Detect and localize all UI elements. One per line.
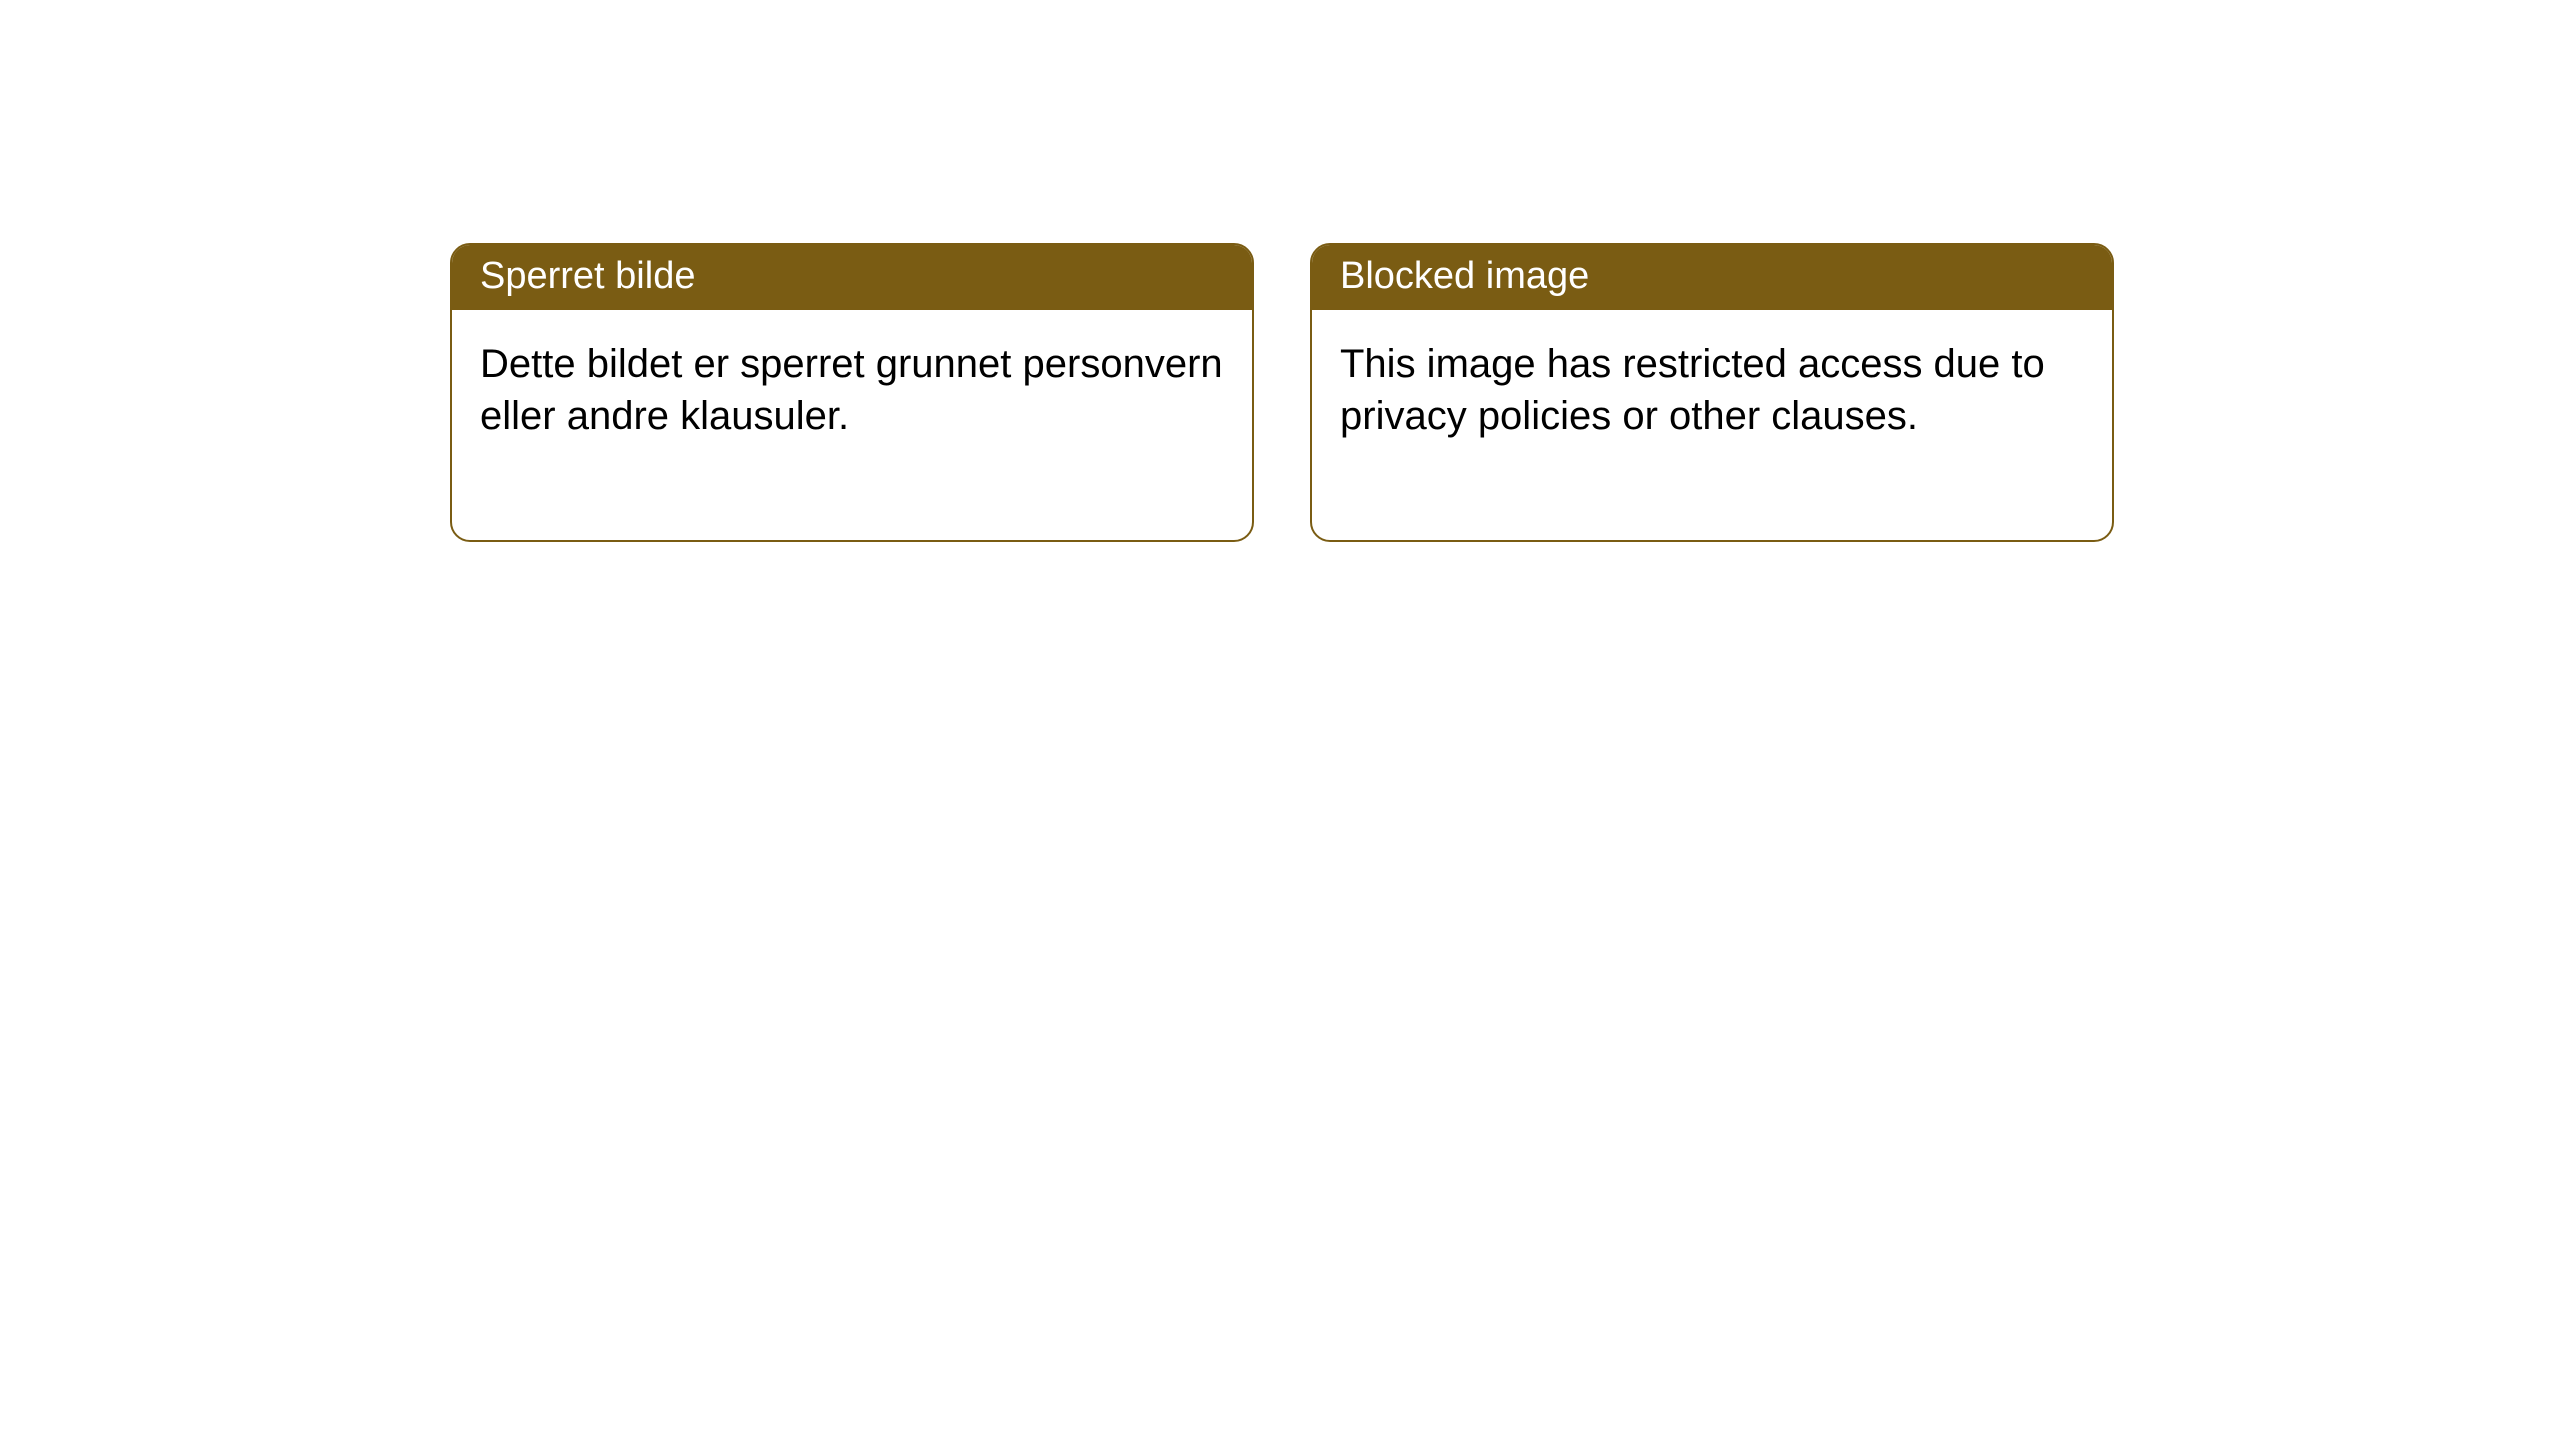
notice-header: Blocked image: [1312, 245, 2112, 310]
notice-body: Dette bildet er sperret grunnet personve…: [452, 310, 1252, 540]
notice-body: This image has restricted access due to …: [1312, 310, 2112, 540]
notice-card-english: Blocked image This image has restricted …: [1310, 243, 2114, 542]
notice-card-norwegian: Sperret bilde Dette bildet er sperret gr…: [450, 243, 1254, 542]
notice-container: Sperret bilde Dette bildet er sperret gr…: [450, 243, 2114, 542]
notice-header: Sperret bilde: [452, 245, 1252, 310]
